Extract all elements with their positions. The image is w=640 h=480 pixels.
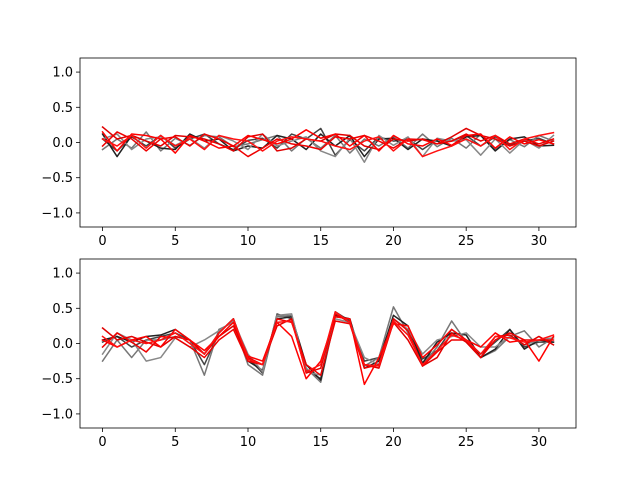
subplot-bottom: 0 5 10 15 20 25 30 −1.0 −0.5 0.0 0.5 1.0 bbox=[41, 258, 577, 450]
x-tick-label: 20 bbox=[385, 234, 402, 249]
series-line-3 bbox=[101, 133, 555, 158]
x-tick-label: 0 bbox=[98, 234, 106, 249]
x-tick-label: 5 bbox=[171, 435, 179, 450]
y-tick-label: 0.5 bbox=[52, 101, 73, 116]
x-tick-label: 20 bbox=[385, 435, 402, 450]
series-group bbox=[101, 125, 555, 163]
x-tick-label: 10 bbox=[240, 234, 257, 249]
x-tick-label: 15 bbox=[312, 435, 329, 450]
series-line-7 bbox=[101, 318, 555, 376]
y-tick-label: −1.0 bbox=[41, 206, 73, 221]
y-tick-label: 1.0 bbox=[52, 267, 73, 282]
x-tick-label: 15 bbox=[312, 234, 329, 249]
subplot-top: 0 5 10 15 20 25 30 −1.0 −0.5 0.0 0.5 1.0 bbox=[41, 57, 577, 249]
x-tick-label: 25 bbox=[458, 435, 475, 450]
y-tick-label: 0.0 bbox=[52, 136, 73, 151]
series-line-8 bbox=[101, 311, 555, 373]
y-tick-label: −1.0 bbox=[41, 407, 73, 422]
series-line-6 bbox=[101, 129, 555, 154]
x-tick-label: 30 bbox=[531, 234, 548, 249]
series-group bbox=[101, 306, 555, 386]
y-tick-label: 0.0 bbox=[52, 337, 73, 352]
series-line-8 bbox=[101, 131, 555, 158]
x-tick-label: 30 bbox=[531, 435, 548, 450]
y-tick-label: −0.5 bbox=[41, 372, 73, 387]
x-tick-label: 0 bbox=[98, 435, 106, 450]
y-tick-label: 1.0 bbox=[52, 66, 73, 81]
y-tick-label: −0.5 bbox=[41, 171, 73, 186]
x-tick-label: 25 bbox=[458, 234, 475, 249]
x-tick-label: 5 bbox=[171, 234, 179, 249]
x-tick-label: 10 bbox=[240, 435, 257, 450]
y-tick-label: 0.5 bbox=[52, 302, 73, 317]
